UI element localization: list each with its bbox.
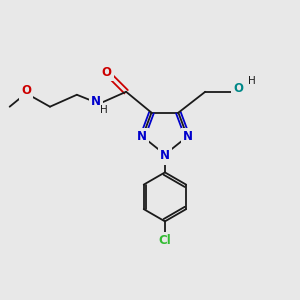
Text: N: N xyxy=(160,149,170,163)
Text: N: N xyxy=(91,95,101,108)
Text: N: N xyxy=(183,130,193,143)
Text: H: H xyxy=(100,105,108,115)
Text: Cl: Cl xyxy=(159,234,171,247)
Text: O: O xyxy=(102,66,112,79)
Text: O: O xyxy=(233,82,243,95)
Text: H: H xyxy=(248,76,255,86)
Text: N: N xyxy=(137,130,147,143)
Text: O: O xyxy=(21,84,31,98)
